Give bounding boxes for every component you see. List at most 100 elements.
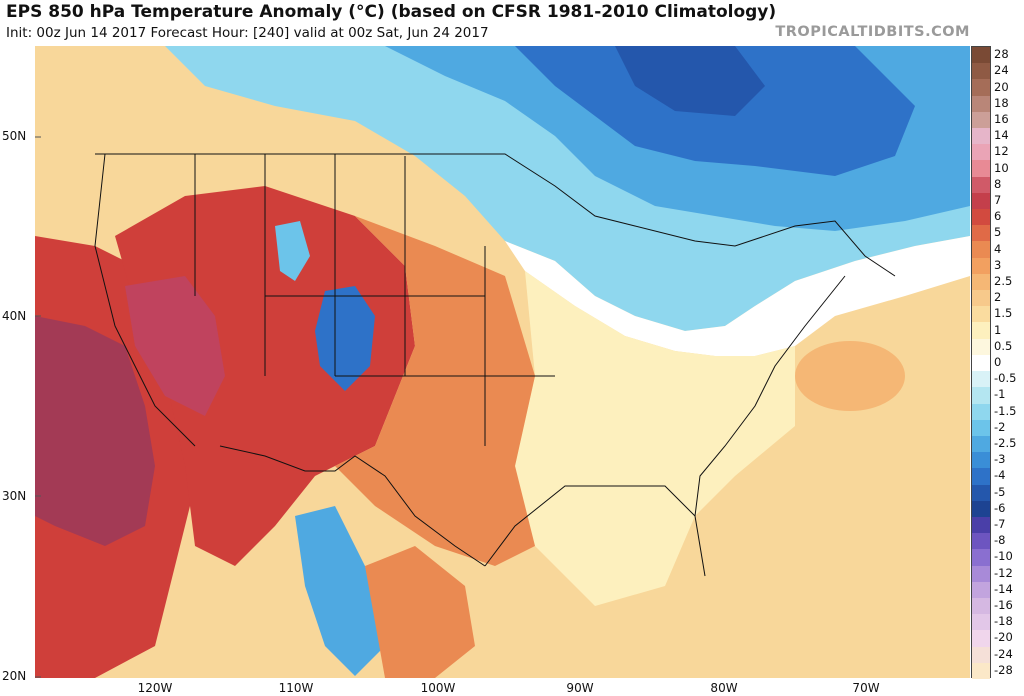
lon-label-90w: 90W bbox=[566, 681, 594, 695]
colorbar-segment bbox=[972, 290, 990, 307]
anomaly-map-svg bbox=[35, 46, 970, 678]
colorbar-tick-label: -6 bbox=[994, 500, 1006, 515]
lon-label-100w: 100W bbox=[420, 681, 456, 695]
colorbar-tick-label: 10 bbox=[994, 160, 1009, 175]
colorbar-tick-label: 0.5 bbox=[994, 338, 1013, 353]
colorbar-tick-label: 12 bbox=[994, 144, 1009, 159]
colorbar-tick-label: 14 bbox=[994, 128, 1009, 143]
colorbar-tick-label: -28 bbox=[994, 662, 1013, 677]
colorbar-tick-label: -4 bbox=[994, 468, 1006, 483]
colorbar bbox=[971, 46, 991, 680]
lat-label-30n: 30N bbox=[2, 489, 27, 503]
colorbar-tick-label: 24 bbox=[994, 63, 1009, 78]
colorbar-segment bbox=[972, 565, 990, 583]
colorbar-segment bbox=[972, 128, 990, 145]
colorbar-segment bbox=[972, 452, 990, 469]
warm-anomaly-atlantic bbox=[795, 341, 905, 411]
colorbar-segment bbox=[972, 111, 990, 129]
colorbar-tick-label: -16 bbox=[994, 598, 1013, 613]
colorbar-segment bbox=[972, 516, 990, 534]
colorbar-tick-label: 16 bbox=[994, 111, 1009, 126]
colorbar-segment bbox=[972, 176, 990, 194]
colorbar-segment bbox=[972, 484, 990, 502]
borders-layer bbox=[94, 153, 896, 577]
colorbar-segment bbox=[972, 581, 990, 599]
colorbar-segment bbox=[972, 47, 990, 64]
colorbar-segment bbox=[972, 468, 990, 486]
colorbar-segment bbox=[972, 273, 990, 291]
us-mexico-border bbox=[219, 445, 486, 567]
gulf-coast-line bbox=[484, 485, 696, 567]
map-ticks bbox=[35, 136, 41, 678]
colorbar-tick-label: -2 bbox=[994, 419, 1006, 434]
colorbar-segment bbox=[972, 354, 990, 372]
very-hot-anomaly-great-basin bbox=[125, 276, 225, 416]
colorbar-segment bbox=[972, 338, 990, 356]
colorbar-tick-label: 28 bbox=[994, 47, 1009, 62]
colorbar-segment bbox=[972, 614, 990, 631]
colorbar-segment bbox=[972, 549, 990, 567]
colorbar-segment bbox=[972, 533, 990, 550]
warm-anomaly-gulf-coast bbox=[365, 546, 475, 678]
colorbar-segment bbox=[972, 419, 990, 437]
colorbar-tick-label: -1 bbox=[994, 387, 1006, 402]
brand-label[interactable]: TROPICALTIDBITS.COM bbox=[775, 24, 970, 40]
colorbar-tick-label: -0.5 bbox=[994, 371, 1017, 386]
colorbar-tick-label: -7 bbox=[994, 517, 1006, 532]
colorbar-segment bbox=[972, 306, 990, 323]
colorbar-segment bbox=[972, 144, 990, 161]
colorbar-segment bbox=[972, 192, 990, 210]
colorbar-tick-label: -14 bbox=[994, 581, 1013, 596]
colorbar-tick-label: -2.5 bbox=[994, 436, 1017, 451]
colorbar-segment bbox=[972, 241, 990, 259]
colorbar-tick-label: -18 bbox=[994, 614, 1013, 629]
colorbar-segment bbox=[972, 63, 990, 80]
colorbar-segment bbox=[972, 597, 990, 615]
lon-label-80w: 80W bbox=[710, 681, 738, 695]
cold-anomaly-colorado bbox=[315, 286, 375, 391]
cool-anomaly-rockies bbox=[275, 221, 310, 281]
lat-label-20n: 20N bbox=[2, 669, 27, 683]
colorbar-tick-label: -5 bbox=[994, 484, 1006, 499]
colorbar-segment bbox=[972, 387, 990, 404]
colorbar-tick-label: 4 bbox=[994, 241, 1002, 256]
colorbar-segment bbox=[972, 646, 990, 664]
forecast-subtitle: Init: 00z Jun 14 2017 Forecast Hour: [24… bbox=[6, 25, 489, 41]
colorbar-segment bbox=[972, 160, 990, 178]
colorbar-tick-label: -1.5 bbox=[994, 403, 1017, 418]
colorbar-tick-label: 2 bbox=[994, 290, 1002, 305]
colorbar-segment bbox=[972, 630, 990, 648]
colorbar-segment bbox=[972, 257, 990, 275]
colorbar-tick-label: 0 bbox=[994, 355, 1002, 369]
colorbar-tick-label: 3 bbox=[994, 257, 1002, 272]
lon-label-120w: 120W bbox=[137, 681, 173, 695]
cool-anomaly-sierra-madre bbox=[295, 506, 385, 676]
anomaly-map bbox=[35, 46, 970, 678]
colorbar-segment bbox=[972, 662, 990, 680]
colorbar-segment bbox=[972, 209, 990, 226]
colorbar-segment bbox=[972, 435, 990, 453]
us-canada-border bbox=[95, 153, 896, 277]
colorbar-segment bbox=[972, 95, 990, 113]
west-coast-line bbox=[94, 153, 196, 447]
lon-label-110w: 110W bbox=[278, 681, 314, 695]
colorbar-tick-label: -24 bbox=[994, 646, 1013, 661]
lat-label-40n: 40N bbox=[2, 309, 27, 323]
deep-cold-anomaly-north bbox=[615, 46, 765, 116]
colorbar-tick-label: 1.5 bbox=[994, 306, 1013, 321]
neutral-band bbox=[505, 236, 970, 356]
very-hot-anomaly-pacific bbox=[35, 316, 155, 546]
colorbar-segment bbox=[972, 79, 990, 97]
colorbar-tick-label: -3 bbox=[994, 452, 1006, 467]
mild-warm-southeast bbox=[515, 271, 795, 606]
colorbar-tick-label: 2.5 bbox=[994, 273, 1013, 288]
colorbar-segment bbox=[972, 371, 990, 388]
colorbar-segment bbox=[972, 322, 990, 340]
colorbar-tick-label: 8 bbox=[994, 176, 1002, 191]
colorbar-tick-label: 6 bbox=[994, 209, 1002, 224]
colorbar-tick-label: 20 bbox=[994, 79, 1009, 94]
colorbar-tick-label: -10 bbox=[994, 549, 1013, 564]
east-coast-line bbox=[694, 275, 846, 577]
colorbar-tick-label: -8 bbox=[994, 533, 1006, 548]
colorbar-segment bbox=[972, 403, 990, 421]
